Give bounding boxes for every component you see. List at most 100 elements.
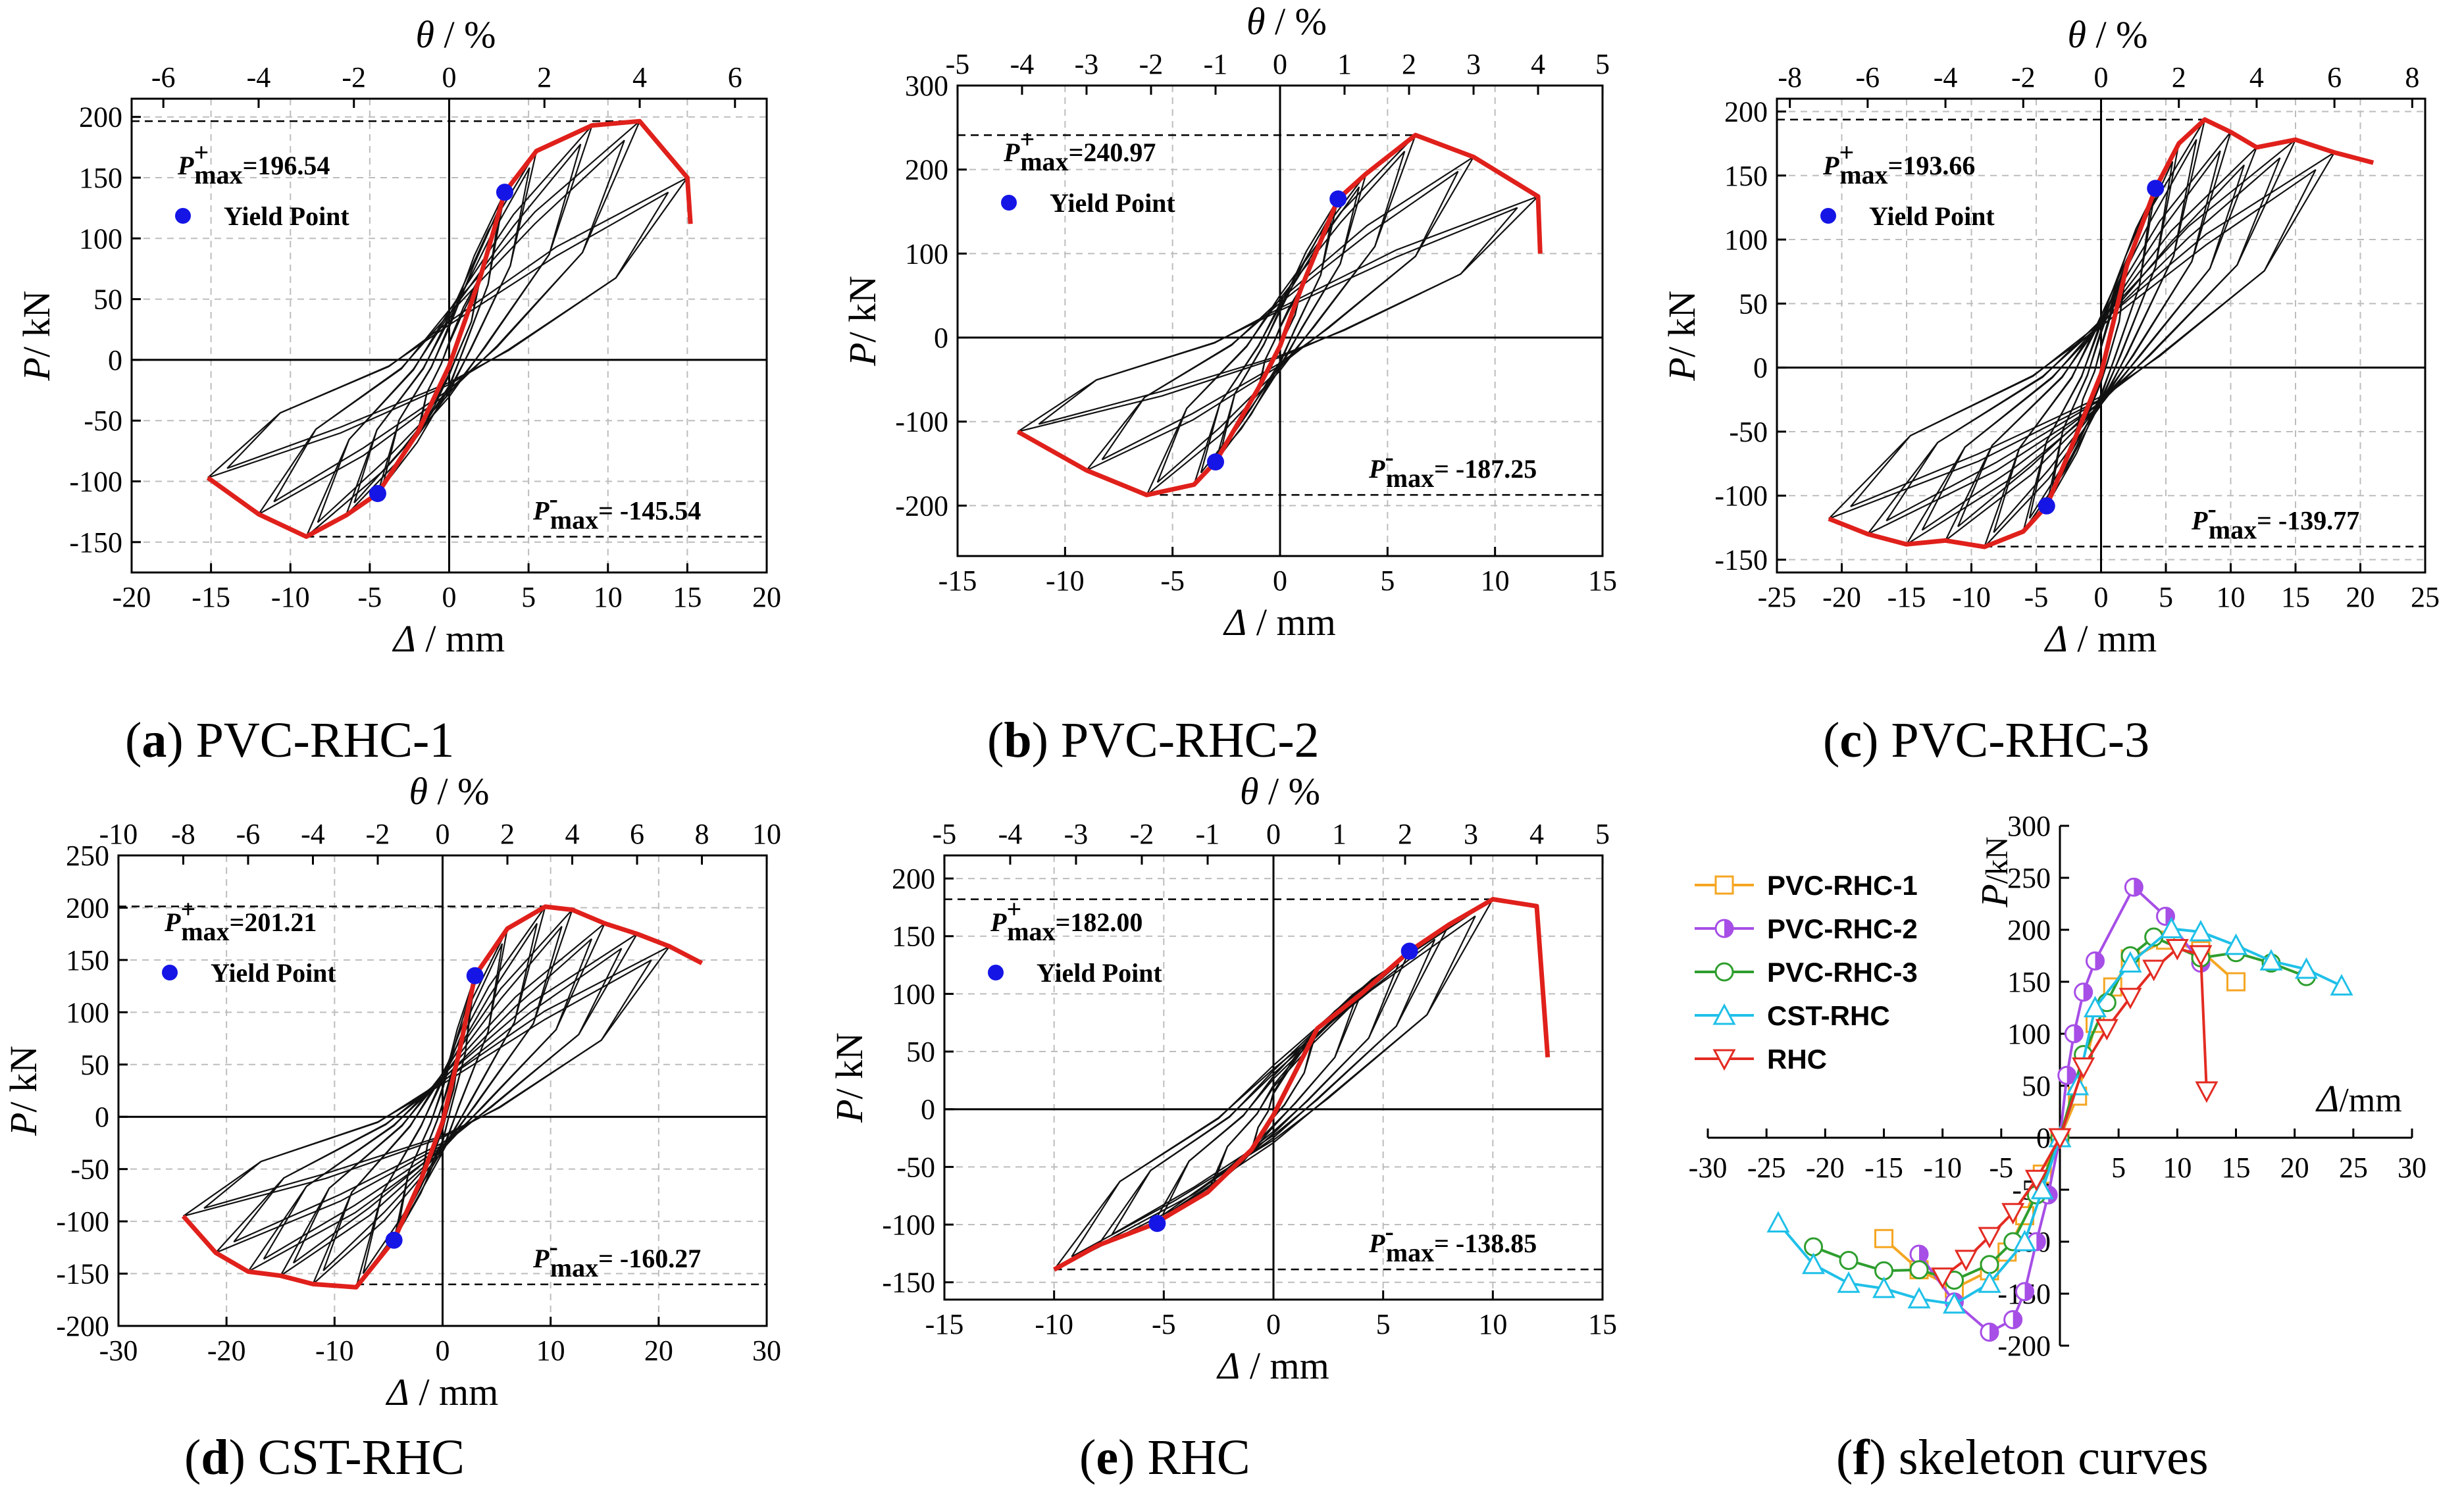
theta-tick-label: 0 [1266,818,1281,850]
x-tick-label: -30 [99,1334,138,1367]
theta-tick-label: 2 [2172,61,2186,93]
x-axis-label: Δ / mm [1223,601,1335,644]
hysteresis-loop [1850,168,2317,507]
yield-point-marker [496,184,513,201]
pmax-neg-annotation: P-max= -139.77 [2191,494,2359,545]
theta-tick-label: 0 [436,818,450,850]
x-tick-label: 20 [2280,1152,2309,1184]
theta-tick-label: 3 [1466,48,1481,80]
x-tick-label: 20 [752,581,781,613]
x-tick-label: -10 [1923,1152,1962,1184]
y-tick-label: -150 [882,1267,935,1299]
point-marker [2013,1229,2037,1252]
theta-tick-label: 2 [500,818,515,850]
pmax-neg-annotation: P-max= -138.85 [1368,1217,1537,1267]
chart-caption: (e) RHC [1079,1430,1250,1485]
y-tick-label: 150 [892,921,935,953]
hysteresis-loop [226,191,669,469]
theta-tick-label: 8 [695,818,709,850]
x-tick-label: 15 [2222,1152,2251,1184]
x-tick-label: 10 [2163,1152,2192,1184]
x-tick-label: 30 [2398,1152,2426,1184]
x-tick-label: -5 [358,581,382,613]
theta-tick-label: -8 [1778,61,1802,93]
x-tick-label: -5 [1152,1308,1176,1340]
pmax-pos-annotation: P+ max=193.66 [1822,138,1975,190]
y-tick-label: -50 [1729,416,1768,448]
point-marker [1766,1211,1790,1233]
y-axis-label: P/ kN [15,291,58,382]
x-tick-label: 15 [673,581,702,613]
theta-tick-label: 5 [1595,48,1610,80]
y-tick-label: -150 [1714,544,1768,576]
legend-label: PVC-RHC-3 [1767,957,1918,988]
point-marker-fill [2083,983,2092,1001]
point-marker-fill [1724,920,1733,937]
theta-axis-label: θ / % [416,13,496,56]
theta-axis-label: θ / % [2068,13,2148,56]
y-tick-label: -100 [1714,480,1768,512]
y-tick-label: -50 [896,1151,935,1183]
theta-tick-label: -2 [342,61,366,93]
pmax-neg-annotation: P-max= -187.25 [1368,442,1537,493]
yield-point-marker [2038,497,2055,515]
x-tick-label: 10 [536,1334,565,1367]
y-tick-label: 300 [2007,810,2051,842]
chart-caption: (c) PVC-RHC-3 [1823,713,2149,768]
y-tick-label: -200 [895,490,948,522]
x-tick-label: 5 [2159,581,2173,613]
y-tick-label: -50 [70,1154,109,1186]
legend-label: PVC-RHC-1 [1767,870,1918,901]
theta-tick-label: 3 [1464,818,1478,850]
x-tick-label: 0 [1273,565,1287,597]
y-tick-label: -100 [895,406,948,438]
skeleton-curve [206,118,693,539]
legend-label: PVC-RHC-2 [1767,913,1918,944]
x-tick-label: -25 [1758,581,1797,613]
point-marker [1712,1049,1736,1071]
skeleton-curve [181,904,704,1290]
skeleton-curve [1016,132,1543,497]
y-tick-label: 100 [1724,224,1768,256]
point-marker [2001,1203,2025,1225]
x-tick-label: 0 [436,1334,450,1367]
point-marker [1907,1286,1931,1309]
theta-tick-label: 6 [728,61,742,93]
x-tick-label: 5 [2111,1152,2126,1184]
y-tick-label: 200 [2007,914,2051,946]
skeleton-curve [1053,897,1551,1272]
hysteresis-loop [273,140,625,503]
legend-yield-label: Yield Point [1050,188,1175,218]
chart-pvc-rhc-1: -20 -15 -10 -5 0 5 10 15 20-150-100-500501001502… [15,13,781,768]
x-axis-label: Δ / mm [1216,1344,1329,1387]
legend-yield-marker [1820,208,1836,224]
legend-yield-marker [162,965,178,980]
hysteresis-loop [1957,150,2221,528]
x-tick-label: 10 [594,581,623,613]
point-marker [1872,1276,1896,1298]
y-tick-label: 50 [906,1036,935,1068]
y-tick-label: 0 [95,1101,109,1133]
y-tick-label: 100 [79,222,122,255]
point-marker [2083,996,2107,1017]
chart-caption: (b) PVC-RHC-2 [987,713,1320,768]
legend-yield-marker [1001,195,1017,211]
theta-tick-label: -3 [1075,48,1099,80]
y-tick-label: 0 [2036,1122,2051,1154]
x-tick-label: 10 [1481,565,1510,597]
point-marker [2024,1169,2048,1192]
y-axis-label: P/ kN [1660,291,1703,382]
hysteresis-loop [203,959,652,1209]
legend-yield-marker [175,208,191,224]
point-marker-fill [1989,1323,1998,1341]
y-tick-label: -100 [882,1209,935,1241]
point-marker [2226,972,2246,992]
point-marker [2294,957,2319,979]
point-marker [1839,1250,1859,1270]
theta-tick-label: -2 [1139,48,1164,80]
theta-tick-label: 10 [752,818,781,850]
chart-pvc-rhc-3: -25 -20 -15 -10 -5 0 5 10 15 20 25-150-100-5005010… [1660,13,2440,768]
hysteresis-loop [1993,139,2197,534]
point-marker [1980,1255,1999,1275]
